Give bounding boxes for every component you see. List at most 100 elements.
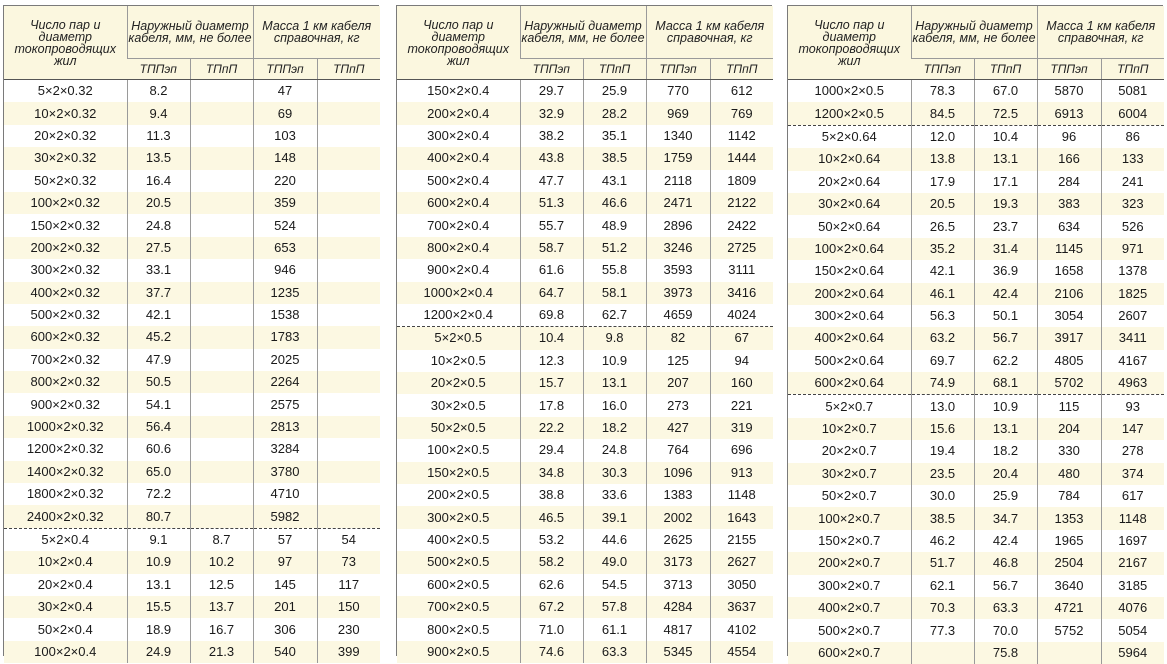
mass-tpp-cell: 230 (317, 618, 380, 640)
mass-tppep-cell: 2118 (646, 170, 710, 192)
mass-tppep-cell: 524 (253, 214, 317, 236)
diameter-tppep-cell: 50.5 (127, 371, 190, 393)
pair-config-cell: 100×2×0.32 (4, 192, 127, 214)
diameter-tpp-cell: 18.2 (974, 440, 1037, 462)
diameter-tpp-cell: 25.9 (583, 80, 646, 103)
diameter-tpp-cell (190, 214, 253, 236)
diameter-tppep-cell: 15.7 (520, 372, 583, 394)
pair-config-cell: 400×2×0.32 (4, 282, 127, 304)
diameter-tppep-cell: 47.9 (127, 349, 190, 371)
pair-config-cell: 2400×2×0.32 (4, 505, 127, 528)
diameter-tppep-cell: 9.1 (127, 528, 190, 551)
pair-config-cell: 600×2×0.4 (397, 192, 520, 214)
diameter-tpp-cell (190, 237, 253, 259)
mass-tppep-cell (1037, 642, 1101, 664)
pair-config-cell: 1800×2×0.32 (4, 483, 127, 505)
diameter-tpp-cell: 62.7 (583, 304, 646, 327)
pair-config-cell: 1200×2×0.4 (397, 304, 520, 327)
mass-tppep-cell: 1235 (253, 282, 317, 304)
mass-tpp-cell: 1148 (710, 484, 773, 506)
diameter-tppep-cell: 26.5 (911, 215, 974, 237)
diameter-tpp-cell: 51.2 (583, 237, 646, 259)
diameter-tppep-cell: 29.4 (520, 439, 583, 461)
diameter-tpp-cell: 58.1 (583, 282, 646, 304)
diameter-tpp-cell: 10.4 (974, 125, 1037, 148)
pair-config-cell: 600×2×0.64 (788, 372, 911, 395)
pair-config-cell: 400×2×0.4 (397, 147, 520, 169)
diameter-tppep-cell: 46.5 (520, 506, 583, 528)
diameter-tppep-cell: 13.0 (911, 395, 974, 418)
diameter-tppep-cell: 64.7 (520, 282, 583, 304)
mass-tpp-cell: 150 (317, 596, 380, 618)
mass-tpp-cell: 86 (1101, 125, 1164, 148)
diameter-tppep-cell: 11.3 (127, 125, 190, 147)
subheader-cable-type: ТППэп (646, 59, 710, 80)
subheader-cable-type: ТПпП (1101, 59, 1164, 80)
diameter-tpp-cell (190, 80, 253, 103)
diameter-tpp-cell: 70.0 (974, 619, 1037, 641)
diameter-tpp-cell: 67.0 (974, 80, 1037, 103)
mass-tpp-cell: 526 (1101, 215, 1164, 237)
diameter-tppep-cell: 34.8 (520, 462, 583, 484)
diameter-tppep-cell: 47.7 (520, 170, 583, 192)
mass-tpp-cell (317, 80, 380, 103)
diameter-tppep-cell: 35.2 (911, 238, 974, 260)
mass-tppep-cell: 1383 (646, 484, 710, 506)
mass-tpp-cell: 2627 (710, 551, 773, 573)
mass-tpp-cell: 1444 (710, 147, 773, 169)
diameter-tppep-cell: 30.0 (911, 485, 974, 507)
pair-config-cell: 300×2×0.7 (788, 575, 911, 597)
diameter-tpp-cell: 44.6 (583, 529, 646, 551)
mass-tppep-cell: 3284 (253, 438, 317, 460)
diameter-tpp-cell: 13.7 (190, 596, 253, 618)
mass-tppep-cell: 2813 (253, 416, 317, 438)
diameter-tpp-cell (190, 461, 253, 483)
header-pairs-diameter: Число пар и диаметр токопроводящих жил (788, 6, 911, 80)
diameter-tpp-cell: 16.0 (583, 394, 646, 416)
diameter-tpp-cell (190, 349, 253, 371)
diameter-tppep-cell: 51.3 (520, 192, 583, 214)
diameter-tppep-cell: 80.7 (127, 505, 190, 528)
mass-tppep-cell: 2106 (1037, 283, 1101, 305)
diameter-tppep-cell: 71.0 (520, 618, 583, 640)
diameter-tppep-cell: 17.9 (911, 171, 974, 193)
mass-tppep-cell: 5870 (1037, 80, 1101, 103)
mass-tpp-cell: 2122 (710, 192, 773, 214)
diameter-tppep-cell: 27.5 (127, 237, 190, 259)
diameter-tpp-cell: 31.4 (974, 238, 1037, 260)
diameter-tppep-cell: 72.2 (127, 483, 190, 505)
pair-config-cell: 20×2×0.5 (397, 372, 520, 394)
diameter-tppep-cell: 18.9 (127, 618, 190, 640)
mass-tppep-cell: 764 (646, 439, 710, 461)
diameter-tppep-cell: 60.6 (127, 438, 190, 460)
mass-tpp-cell: 4102 (710, 618, 773, 640)
diameter-tppep-cell: 74.9 (911, 372, 974, 395)
diameter-tpp-cell: 25.9 (974, 485, 1037, 507)
diameter-tppep-cell: 56.3 (911, 305, 974, 327)
mass-tpp-cell: 617 (1101, 485, 1164, 507)
diameter-tppep-cell: 9.4 (127, 102, 190, 124)
mass-tppep-cell: 2025 (253, 349, 317, 371)
pair-config-cell: 5×2×0.7 (788, 395, 911, 418)
diameter-tppep-cell: 56.4 (127, 416, 190, 438)
mass-tppep-cell: 1145 (1037, 238, 1101, 260)
diameter-tpp-cell (190, 192, 253, 214)
mass-tpp-cell: 117 (317, 574, 380, 596)
mass-tppep-cell: 3640 (1037, 575, 1101, 597)
pair-config-cell: 5×2×0.64 (788, 125, 911, 148)
mass-tpp-cell: 3637 (710, 596, 773, 618)
